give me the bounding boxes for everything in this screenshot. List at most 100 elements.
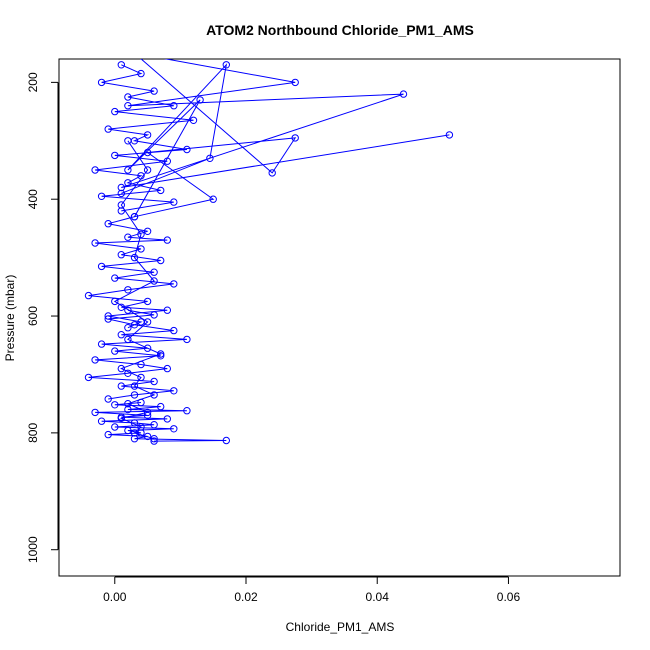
data-point	[117, 183, 126, 192]
data-point	[111, 274, 119, 282]
data-point	[222, 61, 231, 69]
data-point	[170, 387, 178, 395]
series-line	[88, 309, 187, 400]
x-tick-label: 0.04	[366, 590, 390, 604]
data-point	[111, 107, 119, 116]
data-point	[117, 207, 126, 215]
data-point	[117, 382, 126, 390]
series-line	[121, 59, 450, 218]
data-point	[157, 402, 165, 411]
data-point	[124, 335, 132, 344]
data-point	[104, 395, 112, 403]
data-point	[170, 102, 178, 110]
data-point	[143, 227, 152, 236]
data-point	[124, 233, 132, 241]
data-point	[117, 61, 126, 69]
data-point	[445, 131, 454, 139]
data-point	[117, 364, 126, 373]
y-tick-label: 400	[26, 189, 40, 209]
data-point	[137, 230, 145, 239]
series-layer	[84, 59, 454, 445]
data-point	[291, 78, 299, 87]
data-point	[124, 137, 132, 145]
data-point	[130, 429, 139, 437]
x-axis-label: Chloride_PM1_AMS	[286, 620, 395, 634]
y-axis-label: Pressure (mbar)	[3, 275, 17, 362]
data-point	[143, 408, 152, 417]
data-point	[143, 432, 152, 441]
data-point	[170, 326, 178, 335]
data-point	[124, 405, 132, 414]
data-point	[137, 373, 145, 382]
data-point	[143, 131, 152, 139]
series-line	[88, 216, 174, 329]
y-tick-label: 800	[26, 423, 40, 443]
data-point	[170, 198, 178, 206]
data-point	[150, 277, 158, 285]
data-point	[97, 262, 106, 271]
data-point	[150, 421, 158, 429]
data-point	[183, 335, 191, 344]
data-point	[111, 151, 119, 160]
data-point	[196, 96, 204, 104]
data-point	[291, 134, 299, 142]
data-point	[137, 69, 145, 78]
data-point	[157, 256, 165, 265]
data-point	[97, 340, 106, 348]
chart-title: ATOM2 Northbound Chloride_PM1_AMS	[206, 22, 474, 38]
series-2	[91, 61, 198, 215]
data-point	[124, 400, 132, 408]
data-point	[150, 311, 158, 319]
data-point	[117, 189, 126, 198]
data-point	[104, 315, 112, 323]
data-point	[117, 201, 126, 209]
data-point	[163, 306, 172, 314]
data-point	[163, 364, 172, 373]
data-point	[124, 306, 132, 314]
data-point	[137, 245, 145, 253]
data-point	[170, 425, 178, 433]
data-point	[91, 356, 99, 364]
data-point	[183, 407, 191, 415]
data-point	[163, 415, 172, 423]
data-point	[150, 268, 158, 276]
data-point	[97, 78, 106, 87]
data-point	[157, 186, 165, 195]
data-point	[143, 166, 152, 174]
data-point	[150, 437, 158, 445]
data-point	[170, 280, 178, 288]
x-tick-label: 0.00	[103, 590, 127, 604]
x-tick-label: 0.02	[234, 590, 258, 604]
data-point	[130, 253, 139, 262]
data-point	[150, 435, 158, 443]
x-tick-label: 0.06	[497, 590, 521, 604]
data-point	[97, 417, 106, 425]
data-point	[130, 321, 139, 329]
data-point	[143, 297, 152, 306]
plot-area	[84, 59, 454, 445]
data-point	[399, 90, 408, 98]
series-line	[113, 140, 163, 440]
data-point	[222, 436, 231, 445]
data-point	[117, 331, 126, 339]
data-point	[124, 166, 132, 174]
data-point	[91, 408, 99, 417]
data-point	[84, 291, 93, 300]
y-tick-label: 600	[26, 306, 40, 326]
data-point	[91, 239, 99, 247]
data-point	[163, 157, 172, 165]
y-tick-label: 200	[26, 72, 40, 92]
data-point	[209, 195, 217, 203]
data-point	[111, 401, 119, 409]
data-point	[104, 430, 112, 439]
data-point	[130, 391, 139, 399]
data-point	[183, 145, 191, 154]
data-point	[163, 236, 172, 244]
data-point	[111, 423, 119, 431]
series-6	[111, 137, 165, 443]
data-point	[150, 391, 158, 399]
data-point	[124, 93, 132, 101]
data-point	[150, 87, 158, 95]
data-point	[124, 286, 132, 294]
data-point	[124, 426, 132, 435]
